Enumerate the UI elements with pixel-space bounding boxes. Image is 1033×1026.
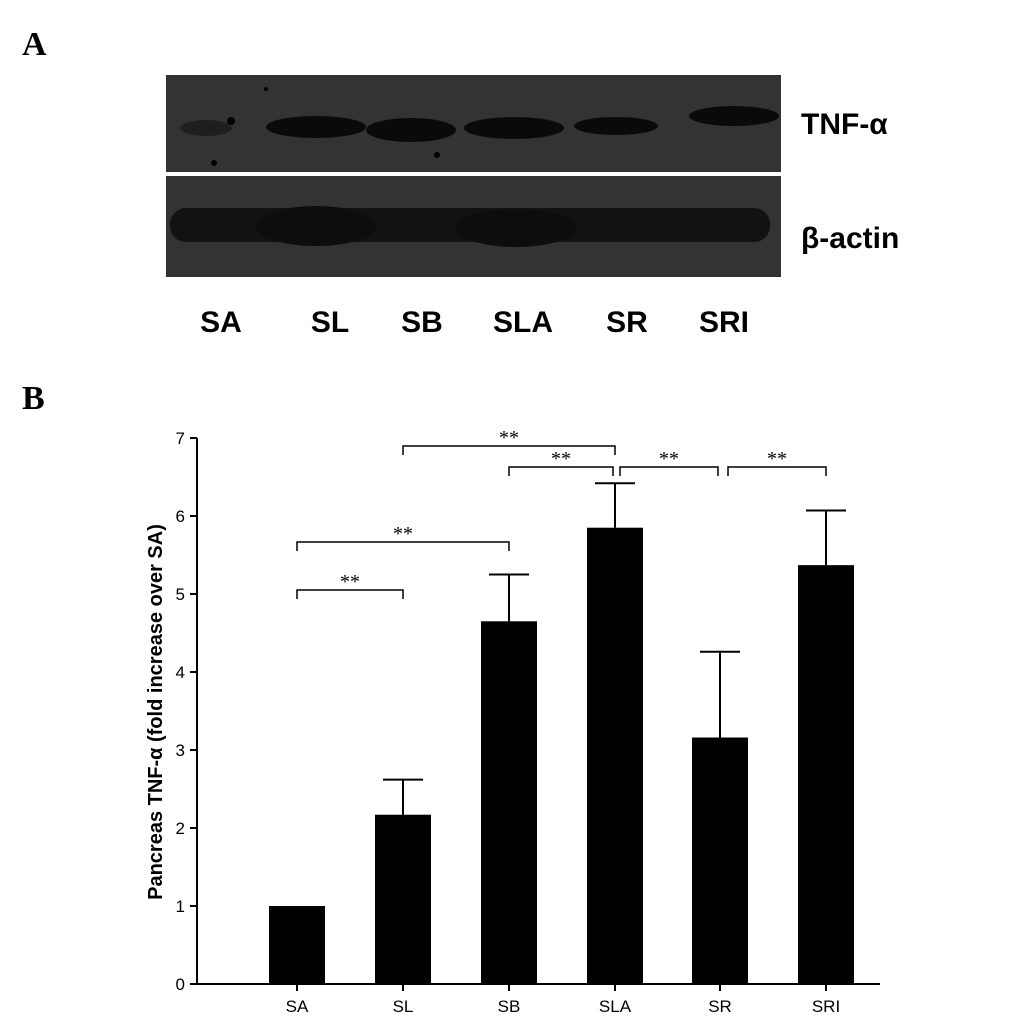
significance-bracket <box>508 466 614 476</box>
x-tick-label-sr: SR <box>708 997 732 1016</box>
beta-actin-bands <box>166 176 781 277</box>
x-tick-label-sa: SA <box>286 997 309 1016</box>
blot-speck <box>211 160 217 166</box>
actin-band-bulge <box>256 206 376 246</box>
bar-sla <box>587 527 643 984</box>
band-label-tnf-alpha: TNF-α <box>801 108 888 141</box>
x-tick-label-sb: SB <box>498 997 521 1016</box>
significance-label: ** <box>393 523 413 545</box>
x-tick-label-sri: SRI <box>812 997 840 1016</box>
y-axis-label: Pancreas TNF-α (fold increase over SA) <box>145 524 167 900</box>
blot-speck <box>264 87 268 91</box>
tnf-band-sri <box>689 106 779 126</box>
y-tick-label: 3 <box>176 741 185 760</box>
y-tick-label: 2 <box>176 819 185 838</box>
tnf-band-sa <box>180 120 232 136</box>
panel-b-letter: B <box>22 380 45 417</box>
significance-bracket <box>727 466 827 476</box>
bar-sr <box>692 737 748 984</box>
lane-label-sb: SB <box>401 306 443 339</box>
lane-label-sl: SL <box>310 306 350 339</box>
significance-bracket <box>402 445 616 455</box>
actin-band-bulge <box>456 209 576 247</box>
y-tick-label: 4 <box>176 663 185 682</box>
significance-bracket <box>296 589 404 599</box>
bar-sa <box>269 906 325 984</box>
blot-speck <box>227 117 235 125</box>
blot-speck <box>434 152 440 158</box>
x-tick-label-sla: SLA <box>599 997 632 1016</box>
bar-sb <box>481 621 537 984</box>
y-tick-label: 1 <box>176 897 185 916</box>
significance-label: ** <box>659 448 679 470</box>
tnf-band-sb <box>366 118 456 142</box>
panel-a-letter: A <box>22 26 47 63</box>
lane-label-sa: SA <box>200 306 242 339</box>
y-tick-label: 7 <box>176 429 185 448</box>
x-tick-label-sl: SL <box>393 997 414 1016</box>
significance-label: ** <box>340 571 360 593</box>
lane-label-sr: SR <box>606 306 648 339</box>
tnf-band-sr <box>574 117 658 135</box>
tnf-band-sla <box>464 117 564 139</box>
significance-label: ** <box>767 448 787 470</box>
tnf-alpha-bands <box>166 75 781 172</box>
tnf-alpha-blot-strip <box>166 75 781 172</box>
lane-label-sri: SRI <box>698 306 750 339</box>
y-tick-label: 6 <box>176 507 185 526</box>
tnf-band-sl <box>266 116 366 138</box>
significance-bracket <box>619 466 719 476</box>
y-tick-label: 5 <box>176 585 185 604</box>
beta-actin-blot-strip <box>166 176 781 277</box>
band-label-beta-actin: β-actin <box>801 222 900 255</box>
lane-label-sla: SLA <box>493 306 553 339</box>
bar-sri <box>798 565 854 984</box>
y-tick-label: 0 <box>176 975 185 994</box>
significance-label: ** <box>551 448 571 470</box>
bar-sl <box>375 814 431 984</box>
significance-label: ** <box>499 427 519 449</box>
significance-bracket <box>296 541 510 551</box>
